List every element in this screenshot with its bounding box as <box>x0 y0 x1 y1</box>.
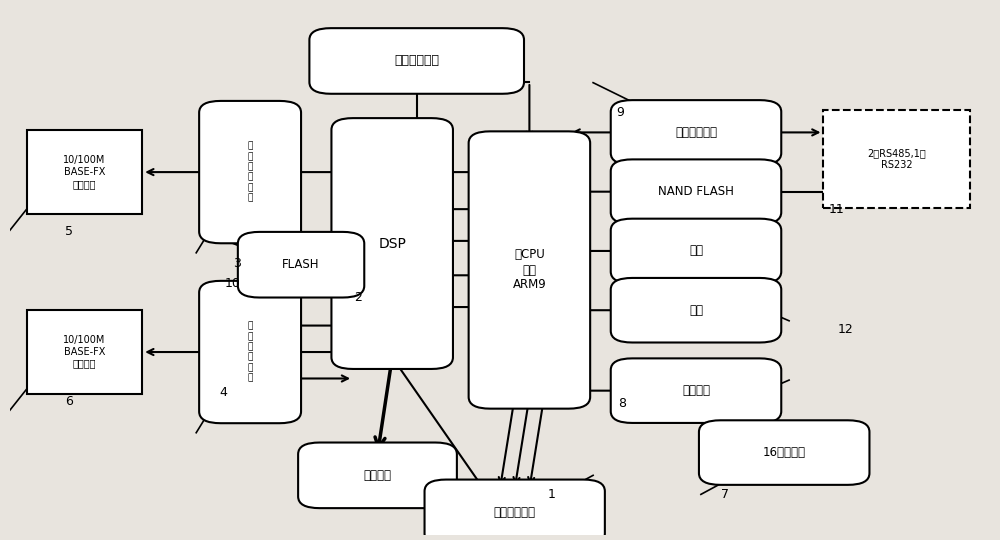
FancyBboxPatch shape <box>611 359 781 423</box>
Text: 4: 4 <box>220 386 228 399</box>
Text: 网
络
物
理
层
芝: 网 络 物 理 层 芝 <box>247 321 253 382</box>
Text: 显示单元: 显示单元 <box>682 384 710 397</box>
Text: 控制信号输出: 控制信号输出 <box>494 506 536 519</box>
Bar <box>27 309 142 394</box>
Text: 2: 2 <box>354 291 362 304</box>
Text: 11: 11 <box>828 202 844 215</box>
FancyBboxPatch shape <box>611 278 781 342</box>
Text: 10: 10 <box>225 276 240 290</box>
FancyBboxPatch shape <box>611 219 781 283</box>
Text: 锁电: 锁电 <box>689 303 703 317</box>
FancyBboxPatch shape <box>425 480 605 540</box>
Text: FLASH: FLASH <box>282 258 320 271</box>
Text: NAND FLASH: NAND FLASH <box>658 185 734 198</box>
FancyBboxPatch shape <box>238 232 364 298</box>
FancyBboxPatch shape <box>611 159 781 224</box>
FancyBboxPatch shape <box>199 101 301 244</box>
Text: 5: 5 <box>65 225 73 238</box>
Bar <box>823 110 970 208</box>
Text: 10/100M
BASE-FX
光纤接口: 10/100M BASE-FX 光纤接口 <box>63 335 106 369</box>
Text: 12: 12 <box>838 323 854 336</box>
Text: 7: 7 <box>721 488 729 502</box>
Text: 1: 1 <box>548 488 556 502</box>
Text: 6: 6 <box>65 395 73 408</box>
Text: 16位单片机: 16位单片机 <box>763 446 806 459</box>
FancyBboxPatch shape <box>298 442 457 508</box>
Text: 9: 9 <box>617 106 624 119</box>
FancyBboxPatch shape <box>199 281 301 423</box>
Text: 网
络
物
理
层
芝: 网 络 物 理 层 芝 <box>247 141 253 202</box>
Text: 3: 3 <box>233 257 241 270</box>
Text: 8: 8 <box>618 397 626 410</box>
FancyBboxPatch shape <box>331 118 453 369</box>
Text: 扩展通信单元: 扩展通信单元 <box>675 126 717 139</box>
Text: 时钟: 时钟 <box>689 245 703 258</box>
Text: 10/100M
BASE-FX
光纤接口: 10/100M BASE-FX 光纤接口 <box>63 156 106 188</box>
Text: 脉冲输出: 脉冲输出 <box>364 469 392 482</box>
Text: 主CPU
单元
ARM9: 主CPU 单元 ARM9 <box>513 248 546 292</box>
FancyBboxPatch shape <box>699 420 869 485</box>
Text: 2路RS485,1路
RS232: 2路RS485,1路 RS232 <box>868 148 926 170</box>
Text: DSP: DSP <box>378 237 406 251</box>
Bar <box>27 130 142 214</box>
Text: 电源及其管理: 电源及其管理 <box>394 55 439 68</box>
FancyBboxPatch shape <box>469 131 590 409</box>
FancyBboxPatch shape <box>611 100 781 165</box>
FancyBboxPatch shape <box>309 28 524 94</box>
